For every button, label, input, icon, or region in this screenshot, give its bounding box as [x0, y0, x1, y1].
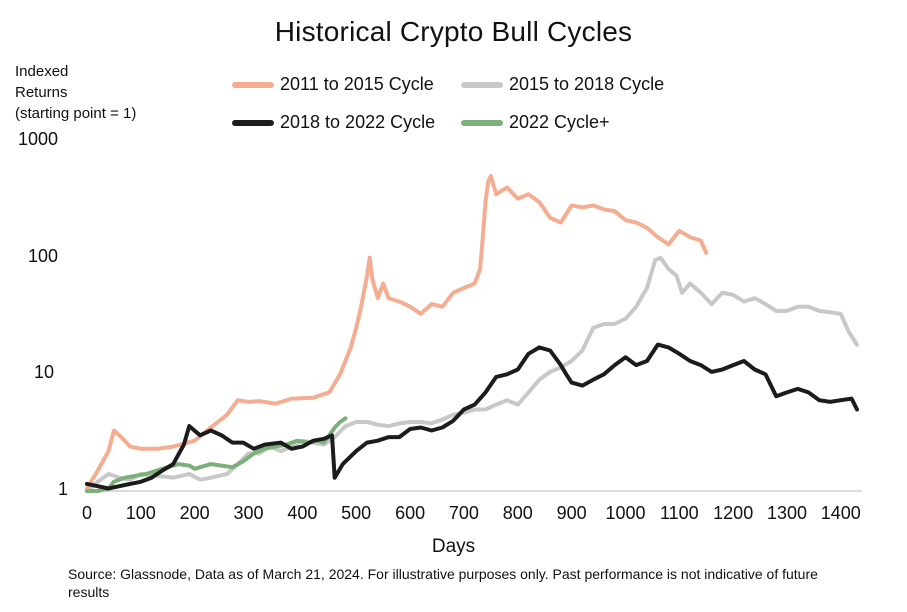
x-tick-label-200: 200 — [179, 503, 210, 523]
legend-label: 2015 to 2018 Cycle — [509, 74, 665, 94]
y-tick-label-1: 1 — [58, 479, 69, 499]
chart-title: Historical Crypto Bull Cycles — [274, 16, 633, 47]
series-layer — [85, 174, 859, 493]
legend-label: 2022 Cycle+ — [509, 112, 610, 132]
series-line-2011-to-2015-cycle — [85, 174, 709, 491]
legend-swatch — [461, 81, 503, 88]
legend-swatch — [461, 119, 503, 126]
legend-item-2018-2022: 2018 to 2022 Cycle — [232, 112, 435, 133]
x-tick-label-300: 300 — [233, 503, 264, 523]
y-axis-label-line-1: Indexed — [15, 63, 69, 80]
x-tick-label-1400: 1400 — [820, 503, 861, 523]
series-line-2015-to-2018-cycle — [85, 255, 859, 493]
x-axis-label: Days — [431, 536, 476, 557]
y-tick-label-1000: 1000 — [18, 129, 59, 149]
x-tick-label-700: 700 — [448, 503, 479, 523]
x-tick-label-1200: 1200 — [713, 503, 754, 523]
x-tick-label-600: 600 — [395, 503, 426, 523]
legend-swatch — [232, 119, 274, 126]
y-axis-label: Indexed Returns (starting point = 1) — [15, 61, 136, 124]
legend-item-2022-plus: 2022 Cycle+ — [461, 112, 610, 133]
x-tick-label-400: 400 — [287, 503, 318, 523]
legend-item-2015-2018: 2015 to 2018 Cycle — [461, 74, 664, 95]
y-axis-label-line-2: Returns — [15, 84, 68, 101]
x-tick-label-1100: 1100 — [659, 503, 699, 523]
legend-swatch — [232, 81, 274, 88]
x-tick-label-800: 800 — [502, 503, 533, 523]
y-axis-label-line-3: (starting point = 1) — [15, 105, 137, 122]
x-tick-label-100: 100 — [125, 503, 156, 523]
x-tick-label-0: 0 — [81, 503, 92, 523]
legend-label: 2018 to 2022 Cycle — [280, 112, 436, 132]
series-line-2018-to-2022-cycle — [85, 342, 859, 491]
x-tick-label-1300: 1300 — [766, 503, 808, 523]
y-tick-label-100: 100 — [28, 246, 59, 266]
legend-label: 2011 to 2015 Cycle — [280, 74, 434, 94]
x-tick-label-500: 500 — [341, 503, 372, 523]
x-tick-label-900: 900 — [556, 503, 587, 523]
source-footnote: Source: Glassnode, Data as of March 21, … — [68, 566, 818, 600]
y-tick-label-10: 10 — [34, 362, 55, 382]
legend-item-2011-2015: 2011 to 2015 Cycle — [232, 74, 434, 95]
x-tick-label-1000: 1000 — [605, 503, 646, 523]
